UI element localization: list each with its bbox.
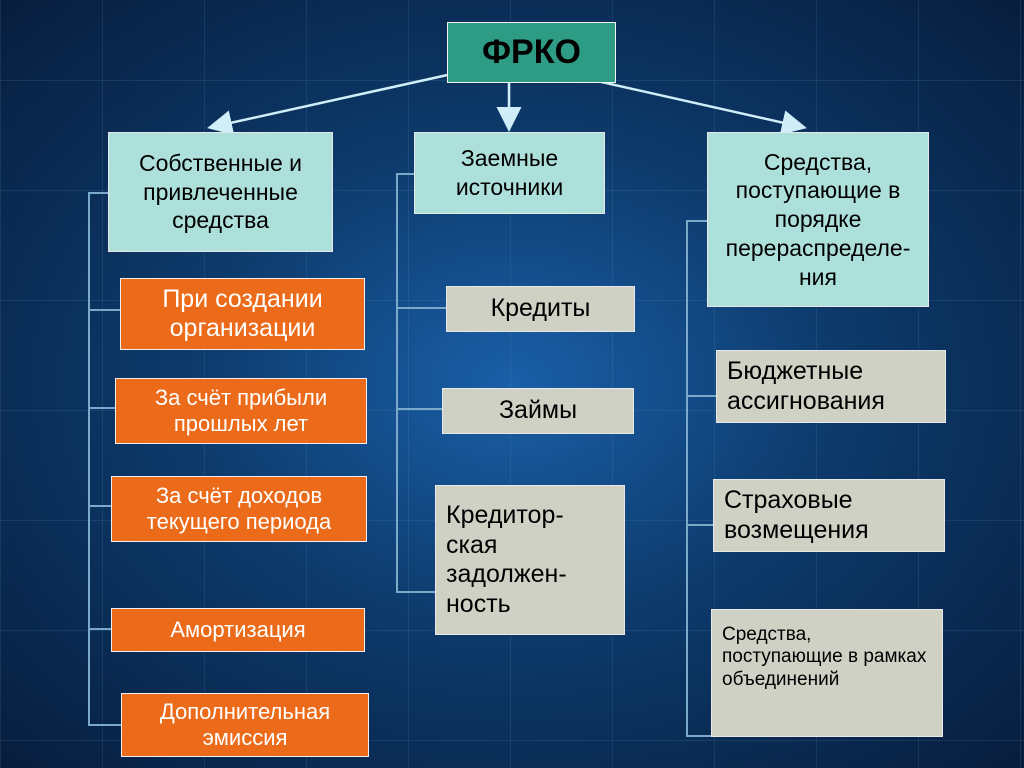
category-label: Средства, поступающие в порядке перерасп… xyxy=(720,148,916,292)
item-text: Бюджетные ассигнования xyxy=(727,357,935,416)
connector xyxy=(396,307,446,309)
item-text: При создании организации xyxy=(131,285,354,344)
item-col2-0: Кредиты xyxy=(446,286,635,332)
connector xyxy=(88,192,90,726)
item-text: Страховые возмещения xyxy=(724,486,934,545)
item-col1-3: Амортизация xyxy=(111,608,365,652)
item-text: За счёт доходов текущего периода xyxy=(122,483,356,535)
connector xyxy=(88,407,115,409)
connector xyxy=(88,505,111,507)
item-col3-2: Средства, поступающие в рамках объединен… xyxy=(711,609,943,737)
connector xyxy=(686,735,711,737)
item-col2-1: Займы xyxy=(442,388,634,434)
category-label: Собственные и привлеченные средства xyxy=(121,149,320,235)
item-col1-4: Дополнительная эмиссия xyxy=(121,693,369,757)
connector xyxy=(88,724,121,726)
item-col3-1: Страховые возмещения xyxy=(713,479,945,552)
connector xyxy=(88,309,120,311)
item-col1-2: За счёт доходов текущего периода xyxy=(111,476,367,542)
connector xyxy=(396,591,435,593)
item-col1-0: При создании организации xyxy=(120,278,365,350)
root-label: ФРКО xyxy=(482,33,581,71)
category-label: Заемные источники xyxy=(427,144,592,202)
connector xyxy=(88,628,111,630)
item-col1-1: За счёт прибыли прошлых лет xyxy=(115,378,367,444)
item-text: За счёт прибыли прошлых лет xyxy=(126,385,356,437)
item-text: Кредиты xyxy=(491,294,591,324)
item-text: Амортизация xyxy=(170,617,305,643)
item-col2-2: Кредитор-ская задолжен-ность xyxy=(435,485,625,635)
category-own-funds: Собственные и привлеченные средства xyxy=(108,132,333,252)
category-borrowed: Заемные источники xyxy=(414,132,605,214)
item-text: Дополнительная эмиссия xyxy=(132,699,358,751)
item-text: Займы xyxy=(499,396,577,426)
connector xyxy=(396,173,398,593)
connector xyxy=(686,220,688,737)
item-text: Кредитор-ская задолжен-ность xyxy=(446,501,614,619)
connector xyxy=(686,524,713,526)
item-text: Средства, поступающие в рамках объединен… xyxy=(722,624,932,691)
connector xyxy=(396,173,414,175)
connector xyxy=(686,220,707,222)
item-col3-0: Бюджетные ассигнования xyxy=(716,350,946,423)
connector xyxy=(396,408,442,410)
connector xyxy=(686,395,716,397)
root-box: ФРКО xyxy=(447,22,616,83)
connector xyxy=(88,192,108,194)
category-redistribution: Средства, поступающие в порядке перерасп… xyxy=(707,132,929,307)
